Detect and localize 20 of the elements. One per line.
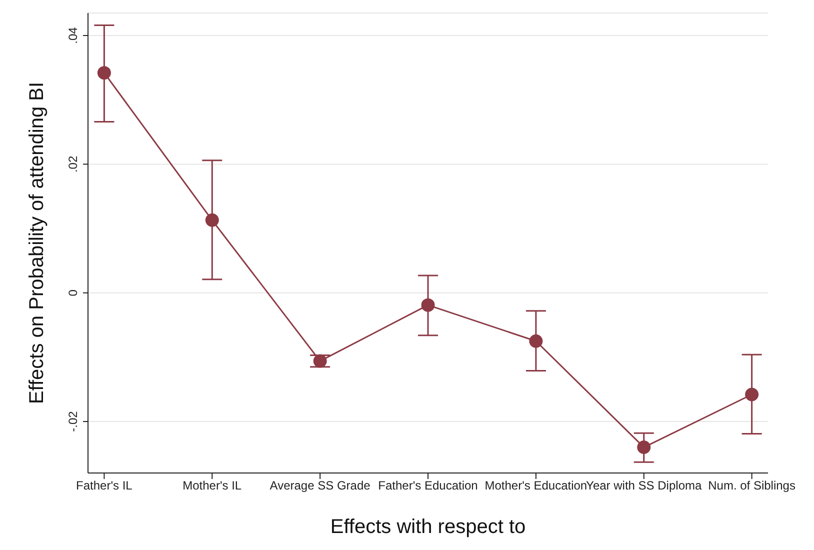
x-tick-label: Year with SS Diploma	[586, 478, 702, 493]
point	[421, 298, 435, 312]
x-tick-label: Father's IL	[76, 478, 133, 493]
y-axis-title: Effects on Probability of attending BI	[26, 82, 48, 404]
x-axis-title: Effects with respect to	[330, 516, 526, 538]
y-tick-label: .04	[66, 26, 80, 44]
point	[637, 440, 651, 454]
point	[97, 66, 111, 80]
point	[745, 388, 759, 402]
y-tick-label: -.02	[66, 410, 80, 432]
x-tick-label: Num. of Siblings	[708, 478, 796, 493]
x-tick-label: Mother's IL	[182, 478, 242, 493]
y-tick-label: 0	[66, 289, 80, 296]
point	[529, 334, 543, 348]
x-tick-label: Average SS Grade	[270, 478, 371, 493]
x-tick-label: Mother's Education	[484, 478, 588, 493]
point	[205, 213, 219, 227]
x-tick-label: Father's Education	[378, 478, 478, 493]
point	[313, 354, 327, 368]
y-tick-label: .02	[66, 156, 80, 173]
